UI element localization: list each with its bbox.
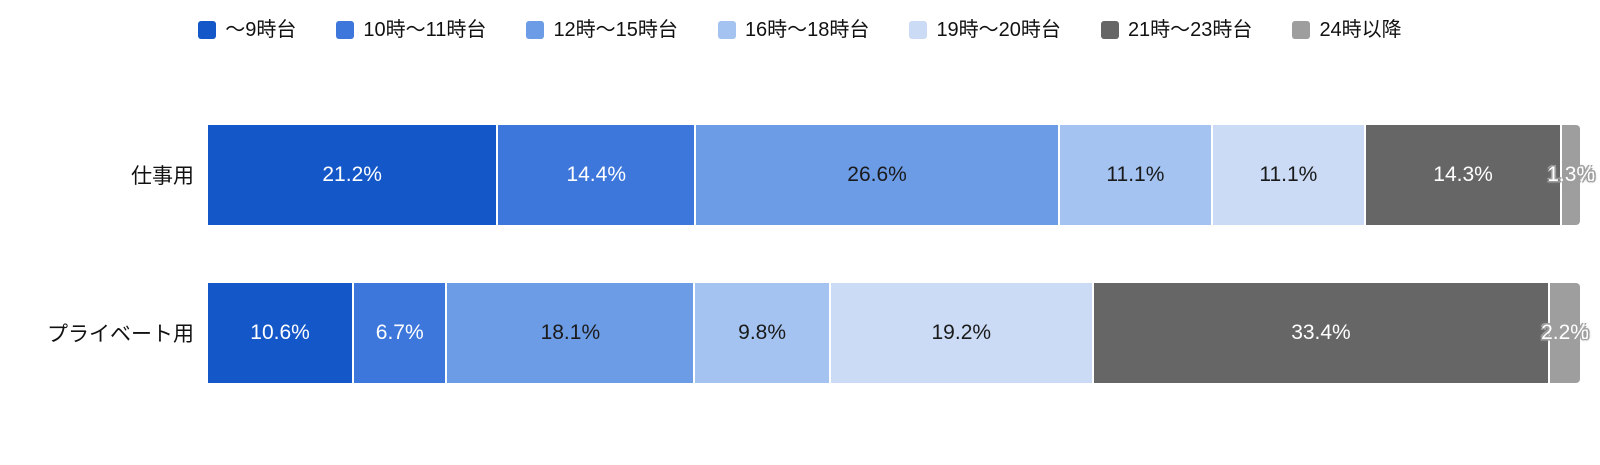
segment-value-label: 14.3% [1433, 163, 1493, 186]
legend-color-swatch [526, 21, 545, 39]
segment-value-label: 33.4% [1291, 321, 1351, 344]
chart-legend: ～9時台 10時～11時台 12時～15時台 16時～18時台 19時～20時台 21時～… [0, 0, 1600, 42]
row-label: プライベート用 [47, 323, 194, 346]
legend-label: 10時～11時台 [363, 19, 487, 41]
segment-value-label: 11.1% [1106, 163, 1165, 186]
bar-segment: 9.8% [695, 283, 829, 383]
bar-segment: 14.4% [498, 125, 695, 225]
bar-segment: 18.1% [447, 283, 694, 383]
row-label: 仕事用 [131, 165, 194, 188]
bar-segment: 26.6% [696, 125, 1058, 225]
chart-rows: 仕事用 21.2% 14.4% 26.6% 11.1% 11.1% 14.3% 1.3% プライ… [0, 125, 1600, 383]
bar-segment: 11.1% [1212, 125, 1364, 225]
legend-item: 19時～20時台 [909, 18, 1061, 42]
legend-item: 10時～11時台 [336, 18, 486, 42]
legend-label: 16時～18時台 [744, 19, 870, 41]
segment-value-label: 21.2% [322, 163, 382, 186]
legend-color-swatch [198, 21, 217, 39]
legend-item: 12時～15時台 [526, 18, 678, 42]
bar-segment: 21.2% [208, 125, 497, 225]
legend-item: 24時以降 [1292, 18, 1402, 42]
bar-segment: 14.3% [1365, 125, 1561, 225]
segment-value-label: 11.1% [1259, 163, 1318, 186]
legend-label: 24時以降 [1319, 19, 1402, 41]
segment-value-label: 2.2% [1541, 321, 1589, 344]
stacked-bar: 21.2% 14.4% 26.6% 11.1% 11.1% 14.3% 1.3% [208, 125, 1595, 225]
bar-segment: 19.2% [830, 283, 1092, 383]
legend-item: 16時～18時台 [717, 18, 870, 42]
segment-value-label: 26.6% [847, 163, 907, 186]
segment-value-label: 18.1% [540, 321, 601, 344]
segment-value-label: 1.3% [1547, 163, 1596, 186]
segment-value-label: 9.8% [738, 321, 787, 344]
legend-color-swatch [717, 21, 736, 39]
segment-value-label: 10.6% [250, 321, 310, 344]
legend-color-swatch [1292, 21, 1311, 39]
legend-label: 21時～23時台 [1127, 19, 1253, 41]
chart-row: 仕事用 21.2% 14.4% 26.6% 11.1% 11.1% 14.3% 1.3% [0, 125, 1600, 225]
stacked-bar: 10.6% 6.7% 18.1% 9.8% 19.2% 33.4% 2.2% [208, 283, 1589, 383]
legend-color-swatch [909, 21, 928, 39]
bar-segment: 2.2% [1541, 283, 1589, 383]
legend-color-swatch [336, 21, 355, 39]
segment-value-label: 6.7% [375, 321, 424, 344]
legend-label: ～9時台 [225, 19, 297, 41]
bar-segment: 6.7% [354, 283, 446, 383]
legend-item: 21時～23時台 [1100, 18, 1253, 42]
bar-segment: 33.4% [1093, 283, 1549, 383]
bar-segment: 1.3% [1547, 125, 1595, 225]
legend-color-swatch [1100, 21, 1119, 39]
legend-item: ～9時台 [198, 18, 296, 42]
bar-segment: 10.6% [208, 283, 353, 383]
segment-value-label: 19.2% [931, 321, 992, 344]
legend-label: 19時～20時台 [936, 19, 1061, 41]
legend-label: 12時～15時台 [553, 19, 678, 41]
bar-segment: 11.1% [1059, 125, 1211, 225]
segment-value-label: 14.4% [566, 163, 626, 186]
chart-row: プライベート用 10.6% 6.7% 18.1% 9.8% 19.2% 33.4% 2.2% [0, 283, 1600, 383]
